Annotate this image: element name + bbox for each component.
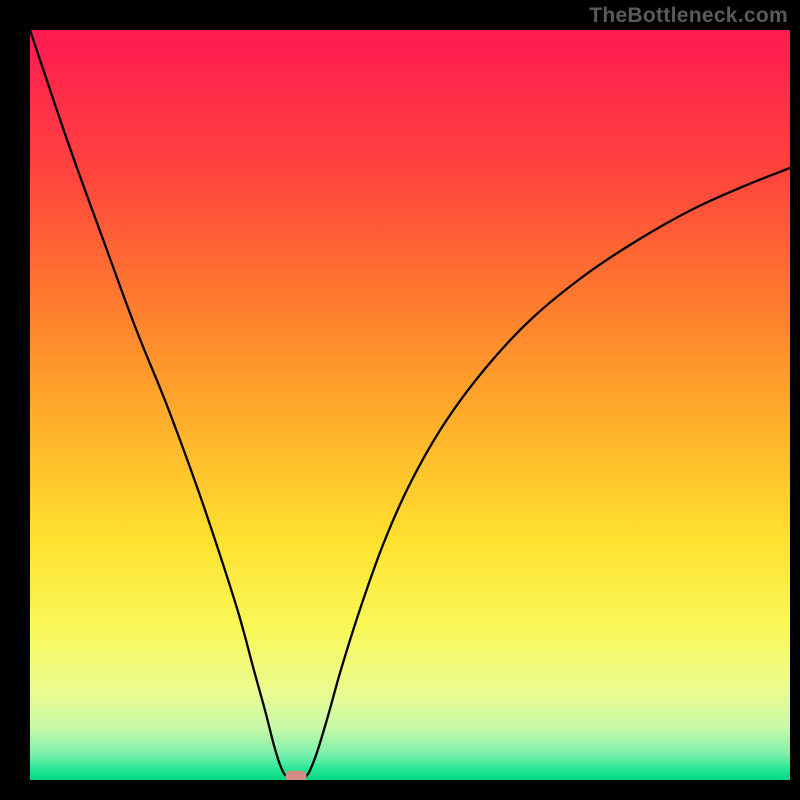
plot-area <box>30 30 790 780</box>
optimum-marker <box>286 771 307 780</box>
plot-background <box>30 30 790 780</box>
chart-svg <box>30 30 790 780</box>
watermark-text: TheBottleneck.com <box>589 4 788 28</box>
